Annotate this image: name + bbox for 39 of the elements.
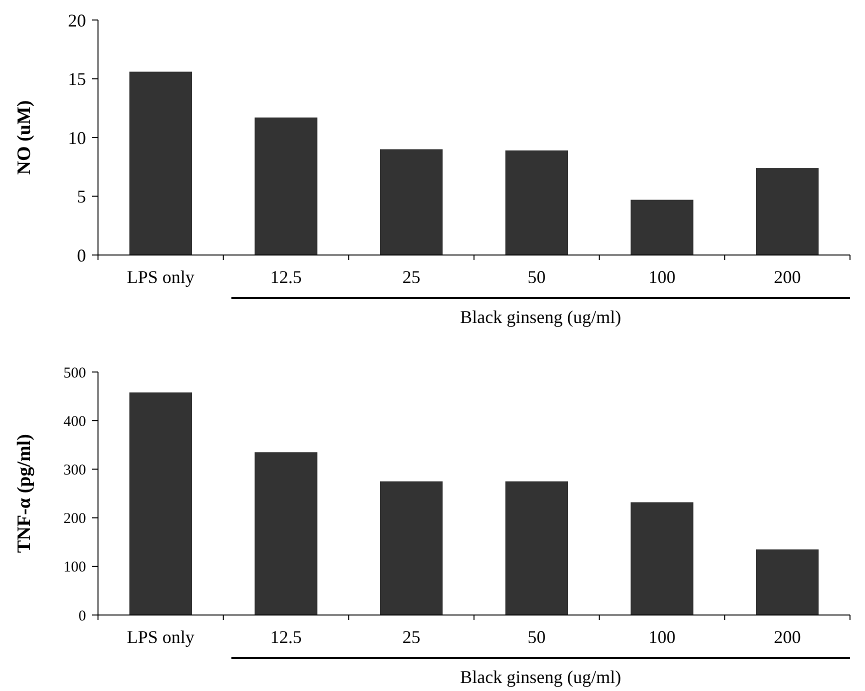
bar [630, 200, 694, 255]
y-tick-label: 20 [68, 10, 86, 30]
x-tick-label: 25 [402, 627, 420, 647]
x-tick-label: 25 [402, 267, 420, 287]
x-axis-title: Black ginseng (ug/ml) [460, 667, 622, 687]
x-tick-label: LPS only [126, 267, 194, 287]
y-tick-label: 0 [78, 608, 86, 624]
bar [129, 392, 192, 615]
x-tick-label: 12.5 [270, 267, 302, 287]
bar [254, 118, 318, 255]
bar [505, 481, 568, 615]
x-tick-label: 50 [528, 267, 546, 287]
y-tick-label: 100 [64, 560, 86, 576]
x-tick-label: 100 [648, 627, 676, 647]
y-tick-label: 200 [64, 511, 86, 528]
y-tick-label: 5 [77, 186, 86, 207]
y-tick-label: 15 [68, 69, 86, 90]
y-tick-label: 0 [77, 245, 86, 266]
bar [505, 150, 568, 255]
x-axis-title: Black ginseng (ug/ml) [460, 307, 622, 327]
x-tick-label: LPS only [126, 627, 194, 647]
bar [630, 502, 694, 615]
bar [254, 452, 318, 615]
y-axis-title: TNF-α (pg/ml) [14, 434, 35, 553]
y-axis-title: NO (uM) [14, 100, 35, 175]
bar [380, 481, 443, 615]
bar [129, 72, 192, 255]
y-tick-label: 300 [64, 462, 86, 478]
x-tick-label: 50 [528, 627, 546, 647]
y-tick-label: 500 [64, 365, 86, 382]
x-tick-label: 200 [774, 627, 801, 647]
bar [756, 549, 819, 615]
x-tick-label: 200 [774, 267, 801, 287]
bar [380, 149, 443, 255]
x-tick-label: 100 [648, 267, 676, 287]
y-tick-label: 10 [68, 128, 86, 148]
x-tick-label: 12.5 [270, 627, 302, 647]
y-tick-label: 400 [64, 414, 86, 430]
bar [756, 168, 819, 255]
